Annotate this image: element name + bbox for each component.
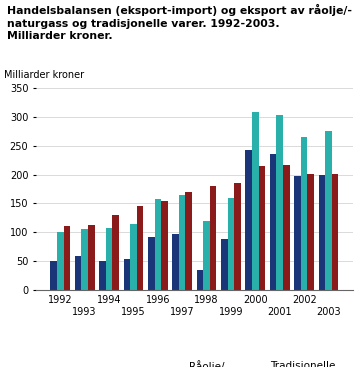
Bar	[301, 137, 307, 290]
Bar	[50, 261, 57, 290]
Bar	[106, 228, 112, 290]
Text: Milliarder kroner: Milliarder kroner	[4, 70, 85, 80]
Bar	[203, 221, 210, 290]
Bar	[154, 199, 161, 290]
Bar	[294, 176, 301, 290]
Bar	[210, 186, 216, 290]
Bar	[197, 270, 203, 290]
Bar	[270, 154, 276, 290]
Bar	[161, 200, 168, 290]
Bar	[307, 174, 314, 290]
Bar	[179, 195, 185, 290]
Bar	[332, 174, 338, 290]
Bar	[319, 175, 325, 290]
Legend: Handelsbalanse, Råolje/-
naturgass, Tradisjonelle
varer: Handelsbalanse, Råolje/- naturgass, Trad…	[49, 356, 339, 367]
Bar	[130, 224, 137, 290]
Bar	[172, 234, 179, 290]
Bar	[258, 166, 265, 290]
Bar	[75, 257, 81, 290]
Bar	[325, 131, 332, 290]
Bar	[123, 259, 130, 290]
Bar	[64, 226, 70, 290]
Bar	[112, 215, 119, 290]
Bar	[81, 229, 88, 290]
Bar	[57, 232, 64, 290]
Bar	[88, 225, 95, 290]
Bar	[246, 150, 252, 290]
Text: Handelsbalansen (eksport-import) og eksport av råolje/-
naturgass og tradisjonel: Handelsbalansen (eksport-import) og eksp…	[7, 4, 352, 41]
Bar	[148, 237, 154, 290]
Bar	[276, 115, 283, 290]
Bar	[234, 183, 241, 290]
Bar	[99, 261, 106, 290]
Bar	[252, 112, 258, 290]
Bar	[228, 198, 234, 290]
Bar	[137, 206, 143, 290]
Bar	[221, 239, 228, 290]
Bar	[283, 166, 290, 290]
Bar	[185, 192, 192, 290]
